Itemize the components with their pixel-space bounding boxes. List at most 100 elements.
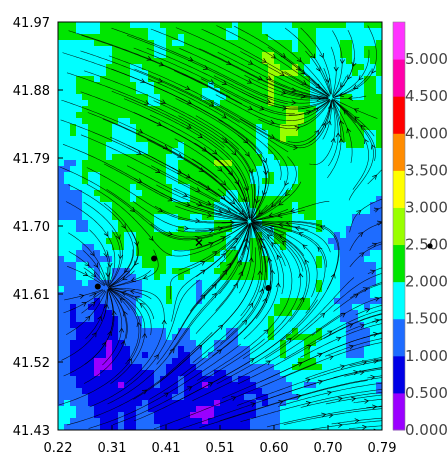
field-cell <box>328 250 335 257</box>
field-cell <box>346 244 353 251</box>
field-cell <box>172 52 179 59</box>
field-cell <box>376 298 382 305</box>
field-cell <box>370 352 377 359</box>
field-cell <box>82 418 89 425</box>
field-cell <box>196 166 203 173</box>
field-cell <box>358 28 365 35</box>
field-cell <box>112 220 119 227</box>
streamline-arrow <box>134 241 140 247</box>
field-cell <box>316 358 323 365</box>
streamline <box>195 222 247 232</box>
field-cell <box>118 352 125 359</box>
field-cell <box>130 400 137 407</box>
field-cell <box>352 178 359 185</box>
field-cell <box>178 166 185 173</box>
field-cell <box>82 256 89 263</box>
field-cell <box>286 172 293 179</box>
streamline-arrow <box>200 294 206 300</box>
field-cell <box>76 172 83 179</box>
streamline-arrow <box>243 237 249 243</box>
field-cell <box>238 250 245 257</box>
streamline-arrow <box>93 262 99 268</box>
field-cell <box>142 88 149 95</box>
field-cell <box>154 388 161 395</box>
field-cell <box>292 172 299 179</box>
field-cell <box>136 238 143 245</box>
field-cell <box>274 88 281 95</box>
streamline <box>332 99 353 164</box>
field-cell <box>262 388 269 395</box>
colorbar-label: 2.000 <box>405 273 448 291</box>
field-cell <box>310 64 317 71</box>
field-cell <box>70 130 77 137</box>
field-cell <box>274 262 281 269</box>
field-cell <box>166 286 173 293</box>
field-cell <box>322 238 329 245</box>
field-cell <box>58 250 65 257</box>
field-cell <box>58 58 65 65</box>
field-cell <box>94 274 101 281</box>
field-cell <box>280 196 287 203</box>
field-cell <box>154 334 161 341</box>
field-cell <box>304 226 311 233</box>
field-cell <box>262 202 269 209</box>
field-cell <box>190 208 197 215</box>
field-cell <box>184 352 191 359</box>
field-cell <box>172 370 179 377</box>
field-cell <box>58 418 65 425</box>
field-cell <box>370 256 377 263</box>
field-cell <box>340 232 347 239</box>
field-cell <box>274 406 281 413</box>
field-cell <box>274 340 281 347</box>
field-cell <box>250 292 257 299</box>
field-cell <box>148 208 155 215</box>
streamline-arrow <box>305 401 312 406</box>
streamline-arrow <box>198 167 205 173</box>
field-cell <box>124 412 131 419</box>
field-cell <box>208 22 215 29</box>
field-cell <box>184 334 191 341</box>
field-cell <box>310 172 317 179</box>
field-cell <box>292 166 299 173</box>
field-cell <box>328 208 335 215</box>
streamline-arrow <box>248 168 254 175</box>
field-cell <box>136 256 143 263</box>
field-cell <box>304 232 311 239</box>
field-cell <box>76 328 83 335</box>
field-cell <box>334 406 341 413</box>
x-tick-label: 0.22 <box>44 441 73 456</box>
field-cell <box>58 268 65 275</box>
streamline-arrow <box>134 260 139 266</box>
field-cell <box>316 244 323 251</box>
field-cell <box>82 250 89 257</box>
streamline-arrow <box>111 310 117 316</box>
field-cell <box>370 112 377 119</box>
field-cell <box>112 226 119 233</box>
streamline-arrow <box>136 150 142 155</box>
field-cell <box>58 166 65 173</box>
field-cell <box>352 388 359 395</box>
field-cell <box>220 406 227 413</box>
streamline-arrow <box>278 222 284 228</box>
field-cell <box>232 262 239 269</box>
field-cell <box>292 388 299 395</box>
field-cell <box>250 88 257 95</box>
field-cell <box>238 280 245 287</box>
field-cell <box>184 184 191 191</box>
field-cell <box>292 190 299 197</box>
field-cell <box>154 208 161 215</box>
field-cell <box>226 106 233 113</box>
field-cell <box>88 250 95 257</box>
field-cell <box>376 214 382 221</box>
field-cell <box>238 382 245 389</box>
field-cell <box>154 52 161 59</box>
field-cell <box>94 256 101 263</box>
streamline <box>66 266 105 287</box>
field-cell <box>196 142 203 149</box>
field-cell <box>226 184 233 191</box>
field-cell <box>118 22 125 29</box>
field-cell <box>154 364 161 371</box>
field-cell <box>358 400 365 407</box>
field-cell <box>352 64 359 71</box>
field-cell <box>76 130 83 137</box>
